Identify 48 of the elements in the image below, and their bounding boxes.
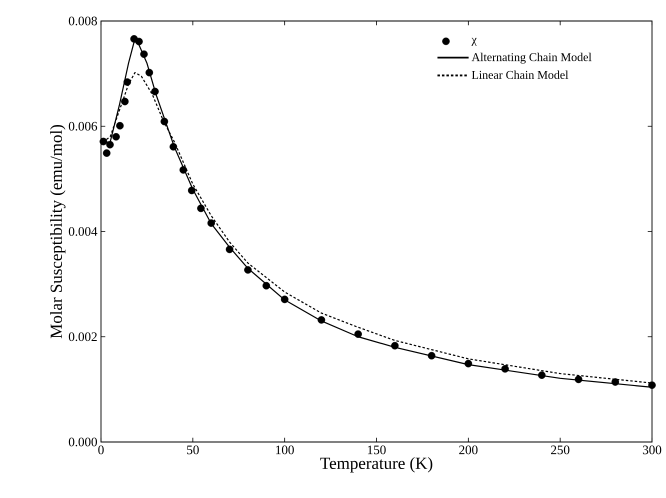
point [102,149,110,157]
y-tick-label: 0.004 [68,227,98,236]
x-tick-label: 200 [459,446,478,454]
y-tick-label: 0.002 [68,332,97,342]
point [391,342,399,350]
y-tick-label: 0.008 [68,16,97,26]
point [197,204,205,212]
y-axis-title: Molar Susceptibility (emu/mol) [50,124,66,338]
y-tick-label: 0.000 [68,438,97,446]
point [121,98,129,106]
point [574,376,582,384]
point [244,266,252,274]
legend-label: χ [472,38,477,46]
legend-label: Linear Chain Model [472,70,568,79]
x-tick-label: 50 [187,446,199,454]
point [140,50,148,58]
point [280,296,288,304]
y-tick-label: 0.006 [68,122,98,131]
point [611,378,620,386]
point [464,360,472,368]
point [188,186,196,194]
x-tick-label: 250 [551,446,570,454]
x-axis-title: Temperature (K) [320,457,432,472]
point [226,246,234,254]
point [160,118,168,126]
legend-label: Alternating Chain Model [472,52,592,64]
point [112,132,120,141]
point [180,166,188,174]
point [170,142,178,151]
point [100,138,108,146]
point [354,330,362,338]
point [538,371,546,379]
point [146,68,154,76]
x-tick-label: 150 [368,446,386,454]
point [648,381,656,389]
point [501,365,509,373]
point [123,78,132,86]
point [428,352,436,360]
point [106,140,114,148]
point [135,38,143,46]
x-tick-label: 100 [276,446,294,454]
point [318,316,326,324]
x-tick-label: 300 [642,446,662,454]
point [262,282,270,290]
x-tick-label: 0 [98,446,104,454]
point [207,219,215,227]
point [116,122,124,130]
point [151,88,159,96]
